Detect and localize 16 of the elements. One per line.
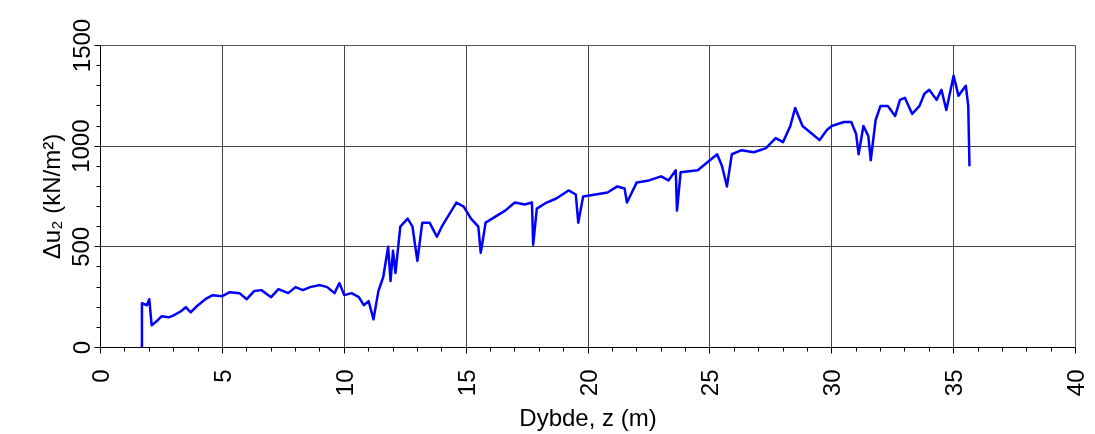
- x-tick-label: 10: [330, 369, 358, 397]
- y-tick-label: 0: [67, 340, 95, 355]
- y-tick-label: 1500: [67, 18, 95, 73]
- y-axis-title: Δu₂ (kN/m²): [37, 133, 65, 260]
- x-tick-label: 15: [452, 369, 480, 397]
- x-tick-label: 35: [940, 369, 968, 397]
- x-tick-label: 40: [1062, 369, 1089, 397]
- y-tick-label: 1000: [67, 119, 95, 173]
- line-series: [140, 74, 971, 348]
- x-tick-label: 20: [574, 369, 602, 397]
- x-tick-label: 5: [208, 369, 236, 383]
- y-tick-label: 500: [67, 226, 95, 267]
- x-tick-label: 0: [87, 369, 114, 383]
- x-tick-label: 30: [818, 369, 846, 397]
- x-tick-label: 25: [696, 369, 724, 397]
- x-axis-title: Dybde, z (m): [519, 404, 657, 432]
